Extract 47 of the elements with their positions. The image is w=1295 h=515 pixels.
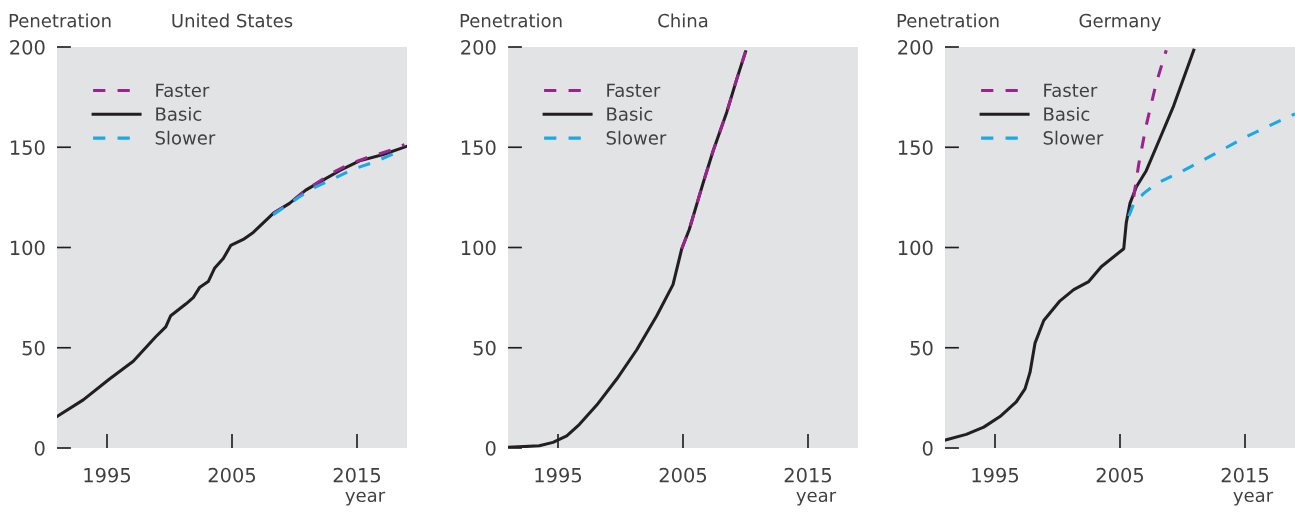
legend-label: Basic: [607, 106, 653, 121]
legend-label: Basic: [1044, 106, 1090, 121]
x-tick-label: 1995: [972, 467, 1019, 483]
y-tick-label: 0: [922, 440, 933, 456]
legend-label: Faster: [1044, 83, 1098, 98]
x-tick-label: 2005: [1096, 467, 1144, 483]
legend-label: Slower: [155, 130, 216, 145]
y-tick-label: 50: [473, 340, 496, 356]
chart-title: China: [658, 13, 708, 28]
y-tick-label: 0: [485, 440, 496, 456]
y-tick-label: 150: [10, 140, 45, 155]
legend-label: Slower: [1043, 130, 1104, 145]
x-tick-label: 1995: [535, 467, 582, 483]
y-tick-label: 0: [34, 440, 45, 456]
x-axis-title: year: [345, 491, 386, 506]
y-tick-label: 100: [461, 240, 496, 256]
legend-label: Slower: [606, 130, 667, 145]
y-axis-title: Penetration: [9, 13, 111, 28]
y-tick-label: 200: [10, 39, 45, 55]
y-tick-label: 200: [461, 39, 496, 55]
y-tick-label: 150: [461, 140, 496, 155]
line-series: [945, 48, 1196, 442]
legend-label: Faster: [607, 83, 661, 98]
legend-label: Faster: [156, 83, 210, 98]
x-tick-label: 1995: [84, 467, 131, 483]
line-series: [1132, 48, 1168, 199]
x-tick-label: 2005: [208, 467, 256, 483]
y-tick-label: 150: [898, 140, 933, 155]
y-tick-label: 100: [898, 240, 933, 256]
y-tick-label: 100: [10, 240, 45, 256]
chart-title: Germany: [1079, 13, 1161, 31]
x-tick-label: 2015: [784, 467, 832, 483]
y-tick-label: 200: [898, 39, 933, 55]
y-tick-label: 50: [22, 340, 45, 356]
x-axis-title: year: [1233, 491, 1274, 506]
x-tick-label: 2005: [659, 467, 707, 483]
chart-title: United States: [172, 13, 293, 28]
x-axis-title: year: [796, 491, 837, 506]
line-series: [680, 50, 748, 251]
y-axis-title: Penetration: [460, 13, 562, 28]
line-series: [1127, 112, 1295, 218]
x-tick-label: 2015: [333, 467, 381, 483]
legend-label: Basic: [156, 106, 202, 121]
y-axis-title: Penetration: [897, 13, 999, 28]
x-tick-label: 2015: [1221, 467, 1269, 483]
line-series: [271, 143, 407, 215]
y-tick-label: 50: [910, 340, 933, 356]
